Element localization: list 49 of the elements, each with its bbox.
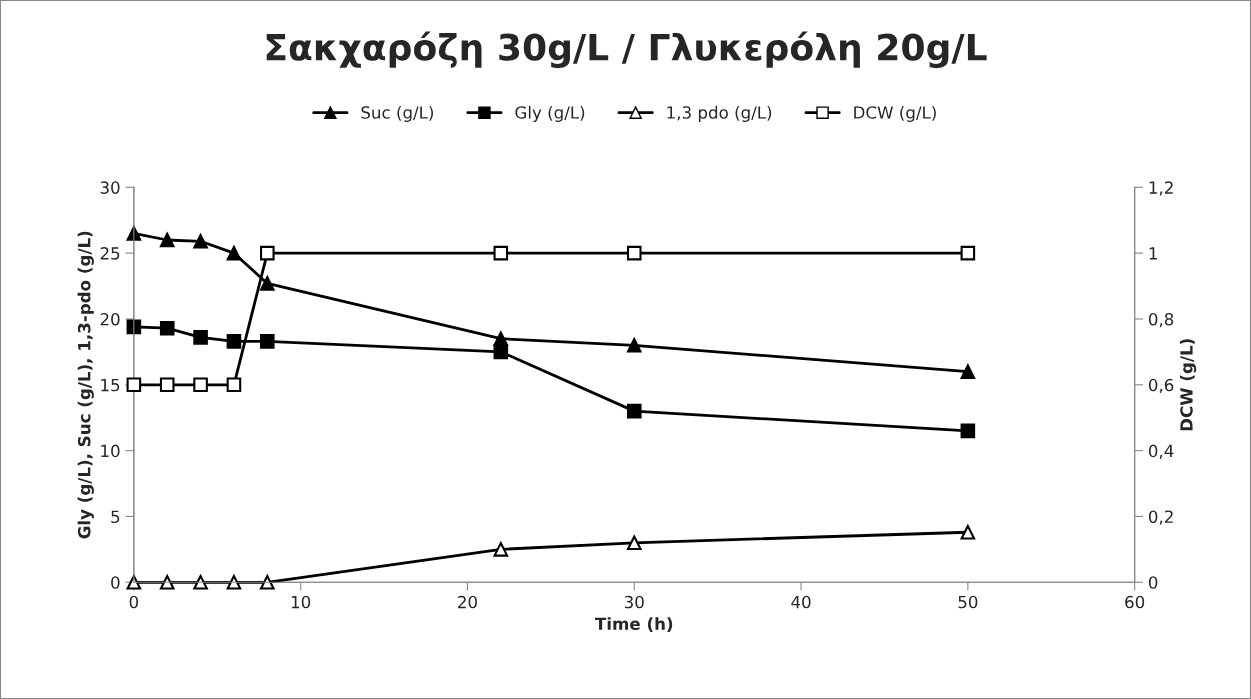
point: [960, 423, 976, 439]
point: [260, 334, 275, 349]
point: [193, 574, 208, 590]
y-tick-label: 15: [101, 378, 120, 392]
point: [226, 574, 242, 590]
legend-label: DCW (g/L): [854, 105, 936, 122]
point: [159, 574, 175, 590]
point: [193, 234, 208, 249]
x-axis-title: Time (h): [595, 617, 673, 633]
y2-tick-label: 0: [1148, 576, 1158, 589]
y-tick-label: 10: [101, 444, 120, 458]
chart-title: Σακχαρόζη 30g/L / Γλυκερόλη 20g/L: [266, 31, 987, 69]
y-tick-label: 30: [100, 181, 120, 194]
x-tick-label: 30: [624, 595, 644, 609]
y-tick-label: 20: [100, 312, 120, 326]
point: [626, 338, 642, 353]
x-tick-label: 0: [129, 595, 139, 609]
y-tick-label: 5: [111, 510, 120, 524]
y-axis-title: Gly (g/L), Suc (g/L), 1,3-pdo (g/L): [77, 231, 94, 539]
y-tick-label: 0: [111, 576, 120, 589]
point: [493, 344, 509, 360]
x-tick-label: 10: [291, 595, 311, 609]
point: [159, 232, 175, 248]
point: [960, 524, 976, 540]
point: [226, 245, 242, 261]
point: [260, 276, 275, 291]
y2-axis-title: DCW (g/L): [1179, 339, 1197, 431]
point: [626, 403, 642, 419]
legend-label: 1,3 pdo (g/L): [667, 105, 772, 122]
x-tick-label: 50: [958, 595, 978, 609]
legend-label: Gly (g/L): [515, 105, 585, 122]
point: [193, 330, 208, 345]
y2-tick-label: 0,6: [1148, 378, 1174, 394]
y2-tick-label: 1: [1149, 247, 1157, 260]
point: [960, 364, 976, 379]
x-tick-label: 20: [458, 595, 477, 609]
point: [493, 542, 509, 557]
x-tick-label: 40: [791, 595, 811, 609]
legend-label: Suc (g/L): [361, 105, 434, 122]
point: [260, 574, 275, 590]
y2-tick-label: 0,4: [1148, 444, 1174, 459]
point: [226, 334, 242, 349]
y-tick-label: 25: [100, 247, 120, 260]
y2-tick-label: 1,2: [1149, 181, 1173, 196]
y2-tick-label: 0,2: [1148, 510, 1173, 525]
point: [159, 320, 175, 336]
x-tick-label: 60: [1125, 595, 1145, 609]
point: [626, 535, 642, 551]
y2-tick-label: 0,8: [1148, 312, 1174, 328]
